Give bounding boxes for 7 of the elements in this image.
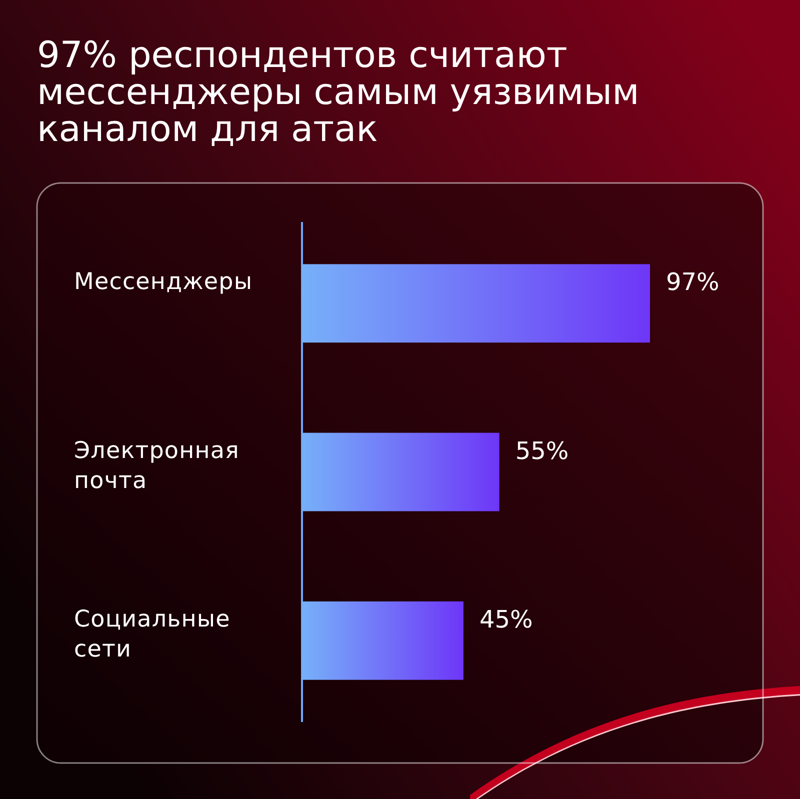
y-tick-label: Мессенджеры xyxy=(74,269,253,296)
data-label: 55% xyxy=(515,436,569,465)
chart-title: 97% респондентов считают мессенджеры самым уязвимым каналом для атак xyxy=(37,35,640,150)
y-tick-label: Электронная почта xyxy=(74,438,240,494)
data-label: 97% xyxy=(666,268,720,296)
y-tick-label: Социальные сети xyxy=(74,606,230,662)
data-label: 45% xyxy=(479,605,533,634)
